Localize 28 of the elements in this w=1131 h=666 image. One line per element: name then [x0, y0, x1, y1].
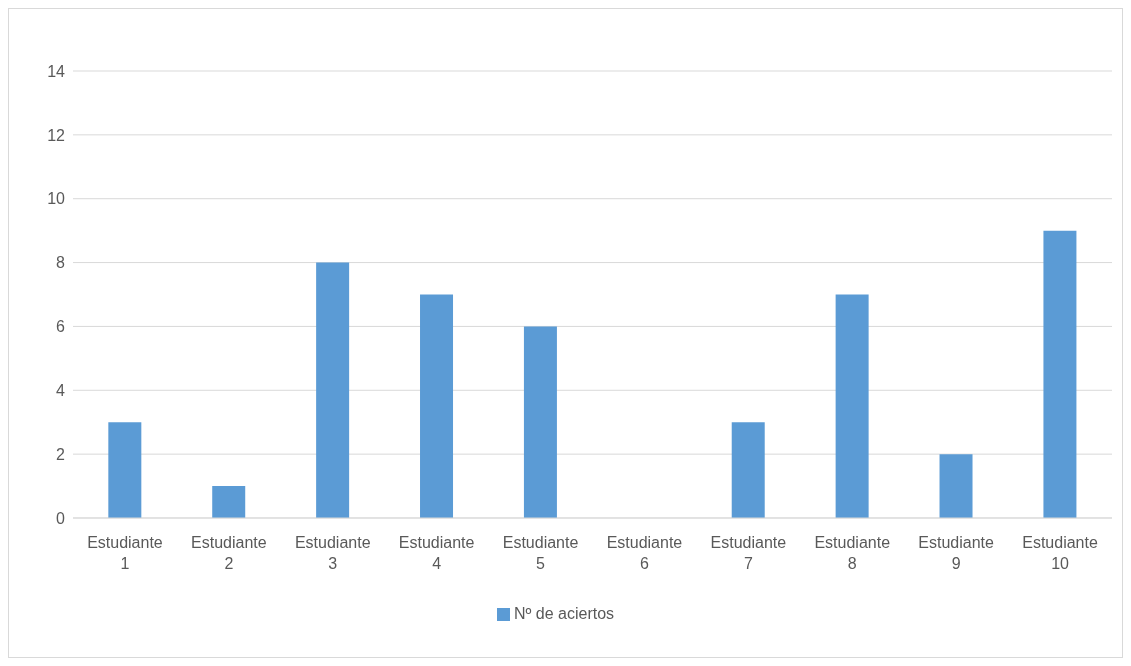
y-tick-label: 6: [56, 318, 66, 336]
x-tick-label: Estudiante 1: [87, 534, 163, 572]
bar: [523, 326, 557, 518]
y-tick-label: 14: [47, 62, 66, 80]
bar: [108, 422, 142, 518]
y-tick-label: 8: [56, 254, 66, 272]
x-tick-label: Estudiante 8: [814, 534, 891, 572]
y-tick-label: 2: [56, 445, 66, 463]
x-tick-label: Estudiante 5: [502, 534, 579, 572]
y-tick-label: 0: [56, 509, 66, 527]
x-tick-label: Estudiante 7: [710, 534, 787, 572]
bar: [316, 262, 350, 518]
x-tick-label: Estudiante 9: [918, 534, 995, 572]
y-tick-label: 12: [47, 126, 66, 144]
legend-label: Nº de aciertos: [513, 605, 615, 622]
bar: [731, 422, 765, 518]
bar: [420, 294, 454, 518]
x-tick-label: Estudiante 6: [606, 534, 683, 572]
bar: [835, 294, 869, 518]
x-tick-label: Estudiante 3: [294, 534, 371, 572]
bar: [212, 486, 246, 518]
bar: [1043, 230, 1077, 518]
x-tick-label: Estudiante 4: [398, 534, 475, 572]
x-tick-label: Estudiante 10: [1022, 534, 1098, 572]
y-tick-label: 10: [47, 190, 66, 208]
bar: [939, 454, 973, 518]
y-tick-label: 4: [56, 381, 66, 399]
x-tick-label: Estudiante 2: [191, 534, 267, 572]
